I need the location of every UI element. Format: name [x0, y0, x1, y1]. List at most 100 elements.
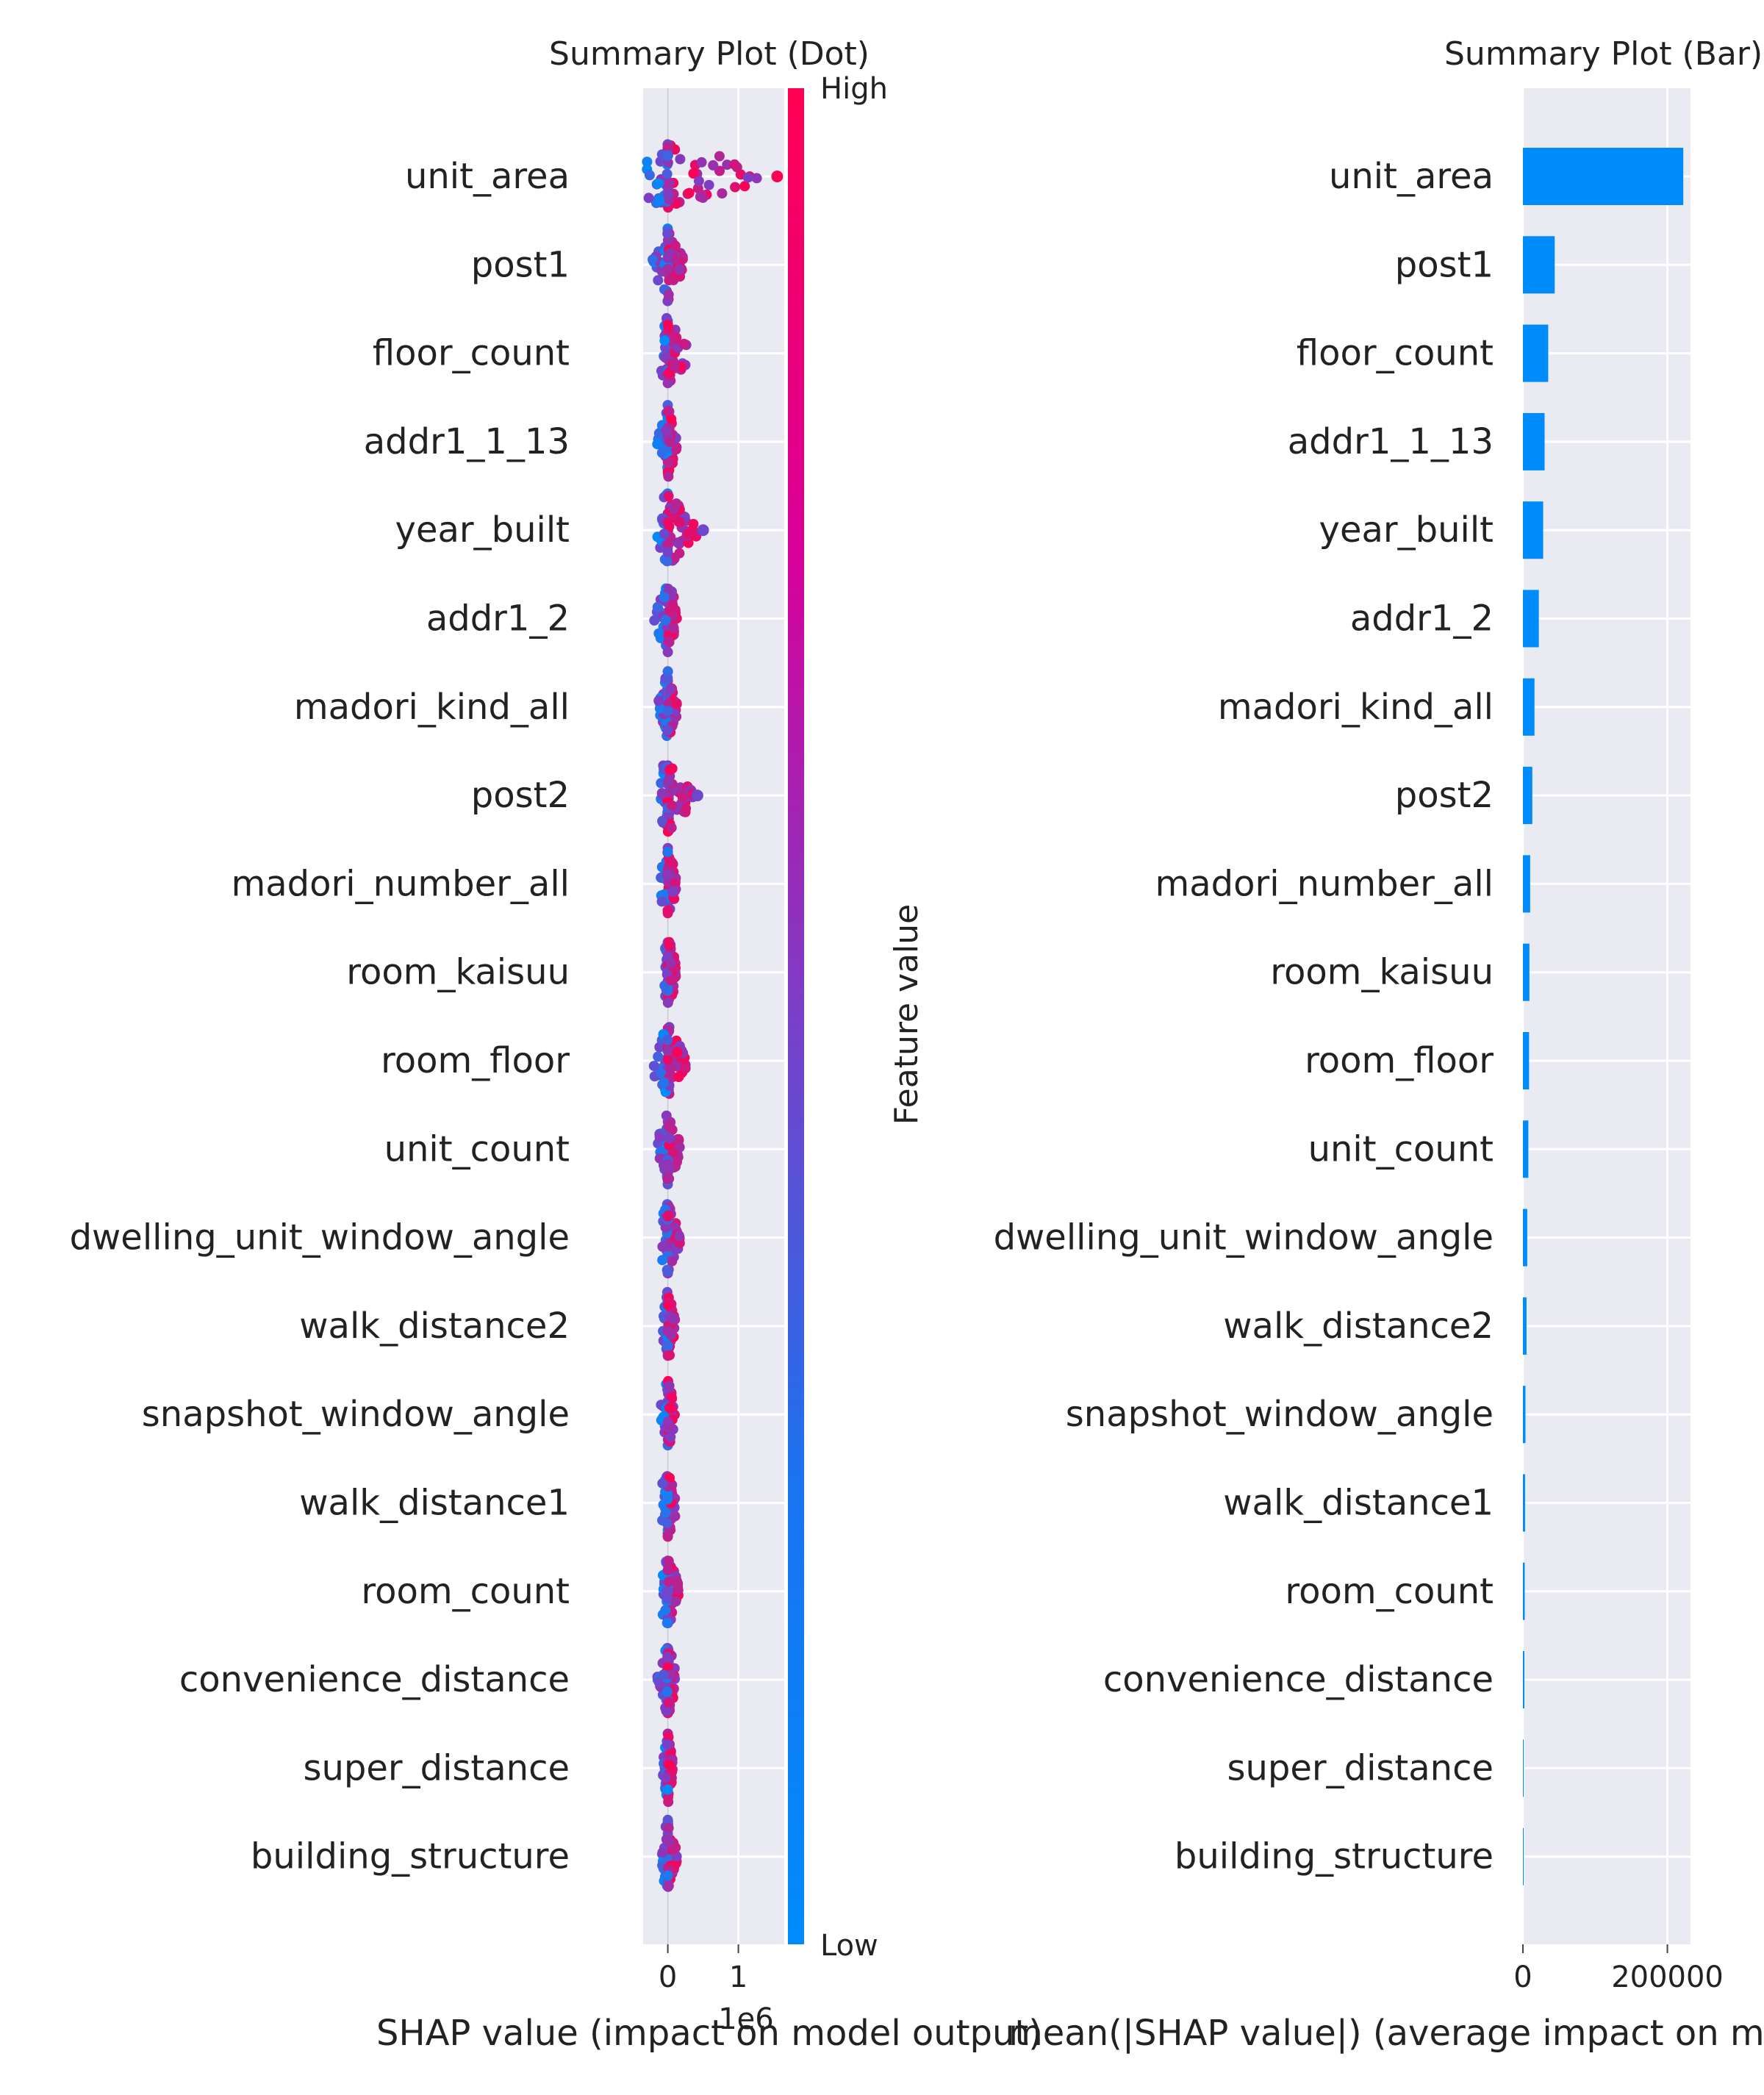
shap-dot-outlier-year-built: [697, 524, 709, 537]
shap-dot-unit-area: [684, 187, 695, 198]
shap-dot-post1: [664, 248, 675, 259]
shap-dot-room-floor: [653, 1051, 664, 1062]
colorbar-low-label: Low: [820, 1929, 878, 1963]
shap-dot-unit-area: [662, 168, 673, 179]
bar-walk-distance1: [1523, 1474, 1525, 1532]
bar-room-kaisuu: [1523, 943, 1530, 1001]
shap-dot-madori-kind-all: [653, 695, 664, 706]
shap-dot-unit-count: [667, 1124, 678, 1135]
shap-dot-snapshot-window-angle: [665, 1431, 676, 1442]
shap-dot-addr1-1-13: [663, 405, 674, 416]
shap-dot-room-floor: [673, 1072, 684, 1083]
shap-dot-room-count: [661, 1586, 672, 1597]
shap-dot-post2: [667, 800, 678, 811]
shap-dot-floor-count: [678, 338, 689, 349]
bar-feature-label-convenience-distance: convenience_distance: [1103, 1659, 1494, 1700]
dot-summary-panel: unit_area post1 floor_count addr1_1_13 year_…: [70, 35, 1042, 2054]
shap-dot-unit-area: [644, 170, 655, 181]
shap-dot-madori-kind-all: [662, 666, 673, 677]
bar-snapshot-window-angle: [1523, 1386, 1526, 1444]
bar-feature-label-madori-number-all: madori_number_all: [1155, 863, 1494, 904]
shap-dot-convenience-distance: [662, 1651, 673, 1662]
shap-dot-madori-kind-all: [662, 698, 673, 709]
shap-dot-room-floor: [680, 1063, 691, 1074]
bar-feature-label-addr1-2: addr1_2: [1350, 598, 1494, 640]
shap-dot-year-built: [664, 521, 675, 532]
bar-post2: [1523, 767, 1532, 825]
shap-dot-addr1-2: [660, 615, 671, 626]
shap-dot-madori-number-all: [662, 847, 673, 857]
shap-dot-room-floor: [663, 1045, 674, 1056]
dot-x-tick-label: 1: [729, 1960, 747, 1994]
shap-dot-madori-kind-all: [662, 706, 673, 717]
shap-dot-room-count: [664, 1576, 674, 1587]
bar-plot-x-axis-label: mean(|SHAP value|) (average impact on mo…: [1008, 2013, 1764, 2054]
bar-plot-feature-labels: unit_area post1 floor_count addr1_1_13 year_…: [994, 156, 1494, 1877]
shap-dot-addr1-1-13: [663, 471, 674, 482]
bar-feature-label-addr1-1-13: addr1_1_13: [1288, 421, 1494, 462]
shap-dot-unit-count: [672, 1134, 683, 1145]
shap-dot-dwelling-unit-window-angle: [667, 1256, 678, 1267]
shap-dot-super-distance: [662, 1784, 673, 1795]
bar-dwelling-unit-window-angle: [1523, 1208, 1527, 1267]
shap-dot-year-built: [659, 529, 670, 540]
shap-dot-addr1-2: [653, 628, 664, 639]
shap-dot-madori-number-all: [656, 896, 667, 907]
dot-plot-title: Summary Plot (Dot): [549, 35, 870, 73]
dot-feature-label-madori-number-all: madori_number_all: [232, 863, 570, 904]
shap-dot-madori-number-all: [666, 856, 677, 867]
shap-dot-snapshot-window-angle: [664, 1380, 675, 1392]
shap-dot-unit-area: [730, 182, 741, 193]
shap-dot-unit-area: [722, 160, 733, 171]
dot-feature-label-convenience-distance: convenience_distance: [179, 1659, 570, 1700]
shap-dot-room-count: [660, 1605, 671, 1616]
shap-dot-snapshot-window-angle: [667, 1393, 678, 1404]
shap-dot-unit-count: [664, 1133, 675, 1144]
shap-dot-unit-area: [696, 157, 707, 168]
shap-dot-post1: [664, 275, 675, 286]
bar-feature-label-walk-distance2: walk_distance2: [1223, 1306, 1494, 1347]
shap-dot-super-distance: [662, 1739, 673, 1750]
shap-dot-walk-distance1: [662, 1530, 673, 1541]
shap-dot-room-count: [670, 1596, 681, 1607]
shap-dot-year-built: [671, 498, 682, 509]
bar-feature-label-post1: post1: [1395, 244, 1494, 285]
shap-dot-room-floor: [656, 1068, 667, 1079]
shap-dot-convenience-distance: [663, 1697, 674, 1708]
shap-dot-madori-kind-all: [665, 684, 676, 695]
shap-dot-room-count: [663, 1555, 674, 1566]
bar-floor-count: [1523, 324, 1549, 382]
shap-dot-unit-area: [714, 151, 725, 162]
shap-dot-post1: [653, 275, 664, 286]
shap-dot-dwelling-unit-window-angle: [662, 1266, 673, 1277]
shap-dot-building-structure: [657, 1847, 668, 1858]
shap-dot-dwelling-unit-window-angle: [657, 1255, 668, 1266]
bar-unit-count: [1523, 1120, 1529, 1178]
shap-dot-addr1-2: [652, 601, 663, 612]
bar-plot-bars: [1523, 148, 1684, 1885]
bar-unit-area: [1523, 148, 1684, 205]
shap-dot-building-structure: [668, 1844, 679, 1855]
shap-dot-madori-kind-all: [662, 725, 673, 736]
shap-dot-post1: [674, 264, 685, 275]
shap-dot-year-built: [672, 537, 683, 548]
shap-dot-year-built: [674, 517, 685, 528]
dot-plot-feature-labels: unit_area post1 floor_count addr1_1_13 year_…: [70, 156, 570, 1877]
shap-dot-post2: [677, 792, 688, 803]
shap-dot-addr1-1-13: [663, 457, 674, 468]
shap-dot-addr1-2: [664, 637, 675, 648]
shap-dot-madori-number-all: [662, 905, 673, 916]
shap-dot-post2: [656, 788, 667, 798]
dot-feature-label-madori-kind-all: madori_kind_all: [294, 687, 570, 728]
shap-dot-dwelling-unit-window-angle: [657, 1241, 668, 1252]
shap-dot-unit-count: [667, 1147, 678, 1158]
dot-feature-label-room-floor: room_floor: [381, 1040, 570, 1081]
bar-plot-gridlines: [1521, 88, 1690, 1944]
shap-dot-post1: [663, 289, 674, 300]
shap-dot-room-count: [671, 1575, 682, 1586]
dot-feature-label-unit-area: unit_area: [405, 156, 570, 197]
dot-x-tick-label: 0: [659, 1960, 677, 1994]
shap-dot-snapshot-window-angle: [664, 1403, 675, 1414]
bar-feature-label-unit-count: unit_count: [1308, 1128, 1494, 1170]
shap-dot-room-floor: [648, 1061, 659, 1072]
